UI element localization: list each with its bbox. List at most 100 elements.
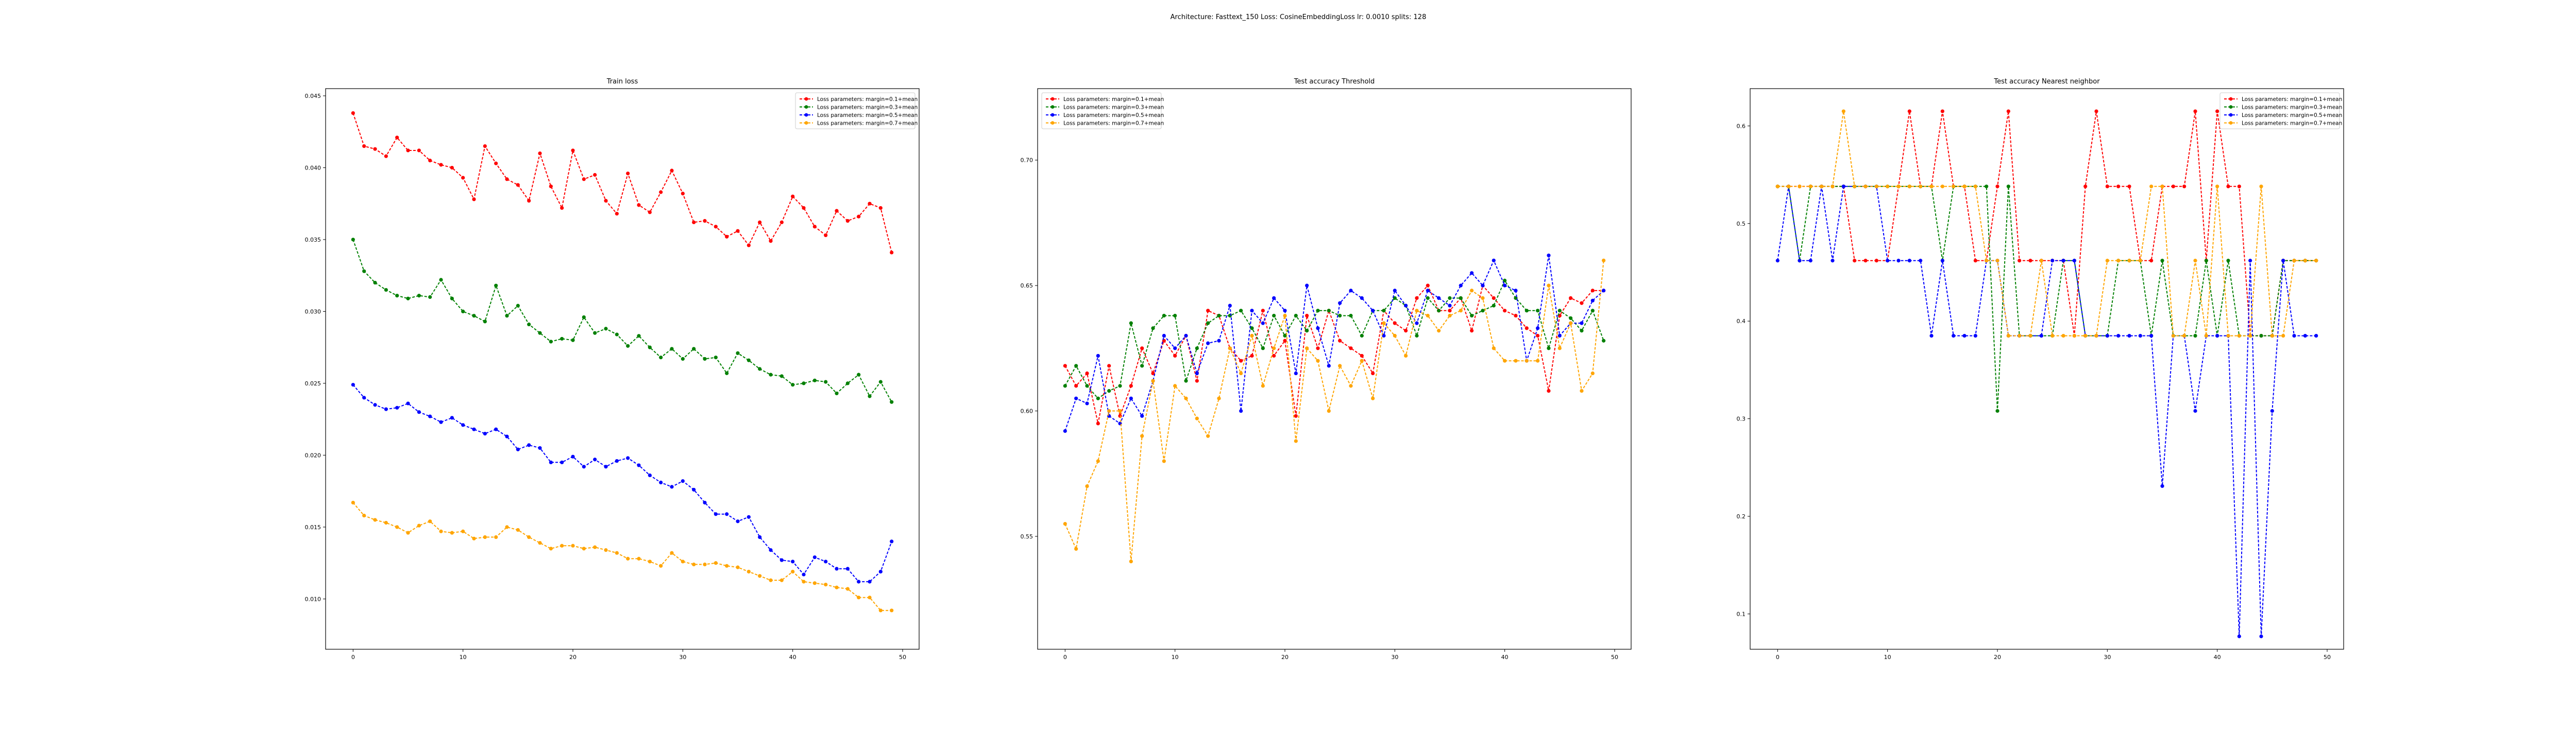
data-point xyxy=(845,587,850,591)
data-point xyxy=(2237,333,2241,338)
data-point xyxy=(1415,296,1419,300)
data-point xyxy=(1798,184,1802,189)
data-point xyxy=(2083,333,2088,338)
data-point xyxy=(2204,259,2208,263)
data-point xyxy=(1492,258,1496,263)
data-point xyxy=(1907,109,1911,113)
data-point xyxy=(1985,184,1989,189)
data-point xyxy=(1557,346,1562,350)
data-point xyxy=(659,190,663,194)
data-point xyxy=(1404,353,1408,358)
data-point xyxy=(2083,184,2088,189)
data-point xyxy=(2072,259,2076,263)
legend-box xyxy=(1041,92,1162,129)
data-point xyxy=(1360,353,1364,358)
data-point xyxy=(868,201,872,206)
data-point xyxy=(2182,333,2187,338)
data-point xyxy=(1096,353,1100,358)
data-point xyxy=(1590,289,1595,293)
data-point xyxy=(1217,313,1221,318)
data-point xyxy=(890,250,894,255)
data-point xyxy=(1283,339,1287,343)
data-point xyxy=(2006,184,2010,189)
data-point xyxy=(1962,333,1967,338)
legend-box xyxy=(2219,92,2340,129)
data-point xyxy=(1426,313,1430,318)
data-point xyxy=(2259,184,2263,189)
chart-title: Test accuracy Nearest neighbor xyxy=(1993,78,2100,86)
data-point xyxy=(593,331,597,335)
data-point xyxy=(461,529,465,533)
y-tick-label: 0.025 xyxy=(305,380,321,387)
data-point xyxy=(626,556,630,561)
legend-swatch-marker xyxy=(804,121,808,125)
data-point xyxy=(2226,333,2230,338)
data-point xyxy=(2149,259,2154,263)
y-tick-label: 0.010 xyxy=(305,596,321,602)
legend-label: Loss parameters: margin=0.5+mean xyxy=(817,112,918,119)
data-point xyxy=(2061,333,2065,338)
data-point xyxy=(593,173,597,177)
data-point xyxy=(1184,379,1188,383)
data-point xyxy=(593,458,597,462)
data-point xyxy=(681,479,685,483)
data-point xyxy=(692,562,696,567)
data-point xyxy=(1173,384,1177,388)
data-point xyxy=(835,209,839,213)
data-point xyxy=(1382,333,1386,338)
data-point xyxy=(1173,346,1177,350)
data-point xyxy=(1074,547,1078,551)
data-point xyxy=(439,420,443,424)
data-point xyxy=(527,322,531,327)
data-point xyxy=(1382,309,1386,313)
data-point xyxy=(538,446,542,450)
data-point xyxy=(1547,389,1551,393)
data-point xyxy=(1415,321,1419,325)
data-point xyxy=(1151,371,1155,376)
y-tick-label: 0.1 xyxy=(1737,611,1746,617)
data-point xyxy=(1349,384,1353,388)
data-point xyxy=(1316,346,1320,350)
data-point xyxy=(769,578,773,582)
x-tick-label: 30 xyxy=(2104,654,2111,661)
data-point xyxy=(549,340,553,344)
data-point xyxy=(692,487,696,492)
data-point xyxy=(1952,333,1956,338)
data-point xyxy=(483,535,487,539)
data-point xyxy=(1995,409,1999,413)
data-point xyxy=(703,219,707,223)
data-point xyxy=(1437,296,1441,300)
data-point xyxy=(483,144,487,148)
data-point xyxy=(1415,333,1419,338)
data-point xyxy=(2237,634,2241,638)
data-point xyxy=(659,356,663,360)
x-tick-label: 50 xyxy=(1611,654,1618,661)
data-point xyxy=(714,561,718,565)
data-point xyxy=(1448,313,1452,318)
series-line xyxy=(1777,185,2316,411)
data-point xyxy=(1316,309,1320,313)
data-point xyxy=(1973,259,1977,263)
data-point xyxy=(1514,289,1518,293)
data-point xyxy=(1569,316,1573,321)
data-point xyxy=(1371,396,1375,400)
data-point xyxy=(1162,333,1166,338)
plot-area xyxy=(325,88,920,650)
data-point xyxy=(1393,333,1397,338)
data-point xyxy=(1919,259,1923,263)
data-point xyxy=(1798,259,1802,263)
legend-swatch-marker xyxy=(2229,105,2233,109)
data-point xyxy=(1294,414,1298,418)
data-point xyxy=(2281,333,2285,338)
legend-label: Loss parameters: margin=0.7+mean xyxy=(817,121,918,127)
data-point xyxy=(2116,259,2121,263)
data-point xyxy=(1863,259,1868,263)
data-point xyxy=(1272,346,1276,350)
data-point xyxy=(1261,321,1265,325)
data-point xyxy=(1820,184,1824,189)
data-point xyxy=(1228,303,1232,308)
x-tick-label: 30 xyxy=(1391,654,1398,661)
x-tick-label: 20 xyxy=(569,654,577,661)
data-point xyxy=(2127,184,2131,189)
